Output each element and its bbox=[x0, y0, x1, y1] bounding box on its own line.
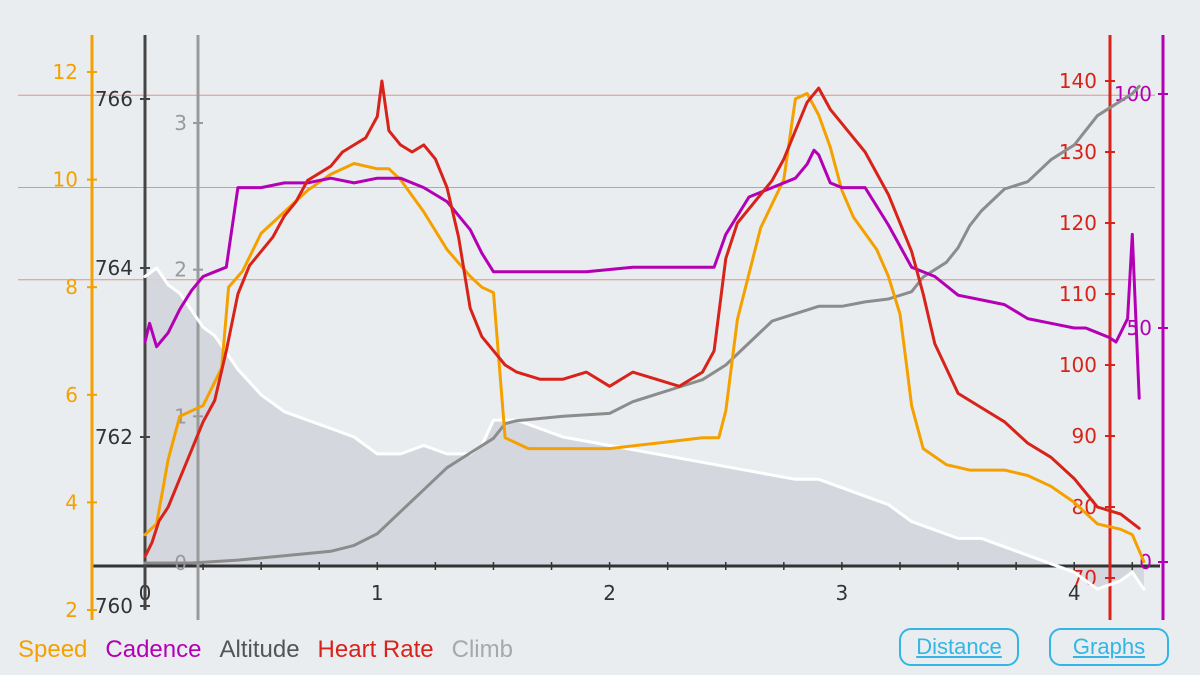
cadence-line bbox=[143, 148, 1141, 400]
legend-speed: Speed bbox=[18, 636, 88, 663]
heart-rate-tick-label: 100 bbox=[1059, 353, 1097, 377]
speed-tick-label: 12 bbox=[53, 60, 78, 84]
altitude-area bbox=[145, 268, 1144, 590]
altitude-tick-label: 764 bbox=[95, 256, 133, 280]
climb-tick-label: 2 bbox=[174, 258, 187, 282]
legend-altitude: Altitude bbox=[219, 636, 300, 663]
heart-rate-tick-label: 120 bbox=[1059, 211, 1097, 235]
x-tick-label: 1 bbox=[371, 581, 384, 605]
legend-climb: Climb bbox=[451, 636, 513, 663]
legend-cadence: Cadence bbox=[105, 636, 202, 663]
speed-tick-label: 4 bbox=[65, 490, 78, 514]
x-tick-label: 4 bbox=[1068, 581, 1081, 605]
altitude-tick-label: 762 bbox=[95, 425, 133, 449]
altitude-line bbox=[143, 266, 1146, 591]
altitude-tick-label: 760 bbox=[95, 594, 133, 618]
x-tick-label: 3 bbox=[836, 581, 849, 605]
distance-button[interactable]: Distance bbox=[899, 628, 1019, 666]
heart-rate-tick-label: 90 bbox=[1072, 424, 1097, 448]
cadence-tick-label: 50 bbox=[1127, 316, 1152, 340]
legend-heart-rate: Heart Rate bbox=[317, 636, 434, 663]
x-tick-label: 2 bbox=[603, 581, 616, 605]
speed-tick-label: 10 bbox=[53, 168, 78, 192]
heart-rate-tick-label: 110 bbox=[1059, 282, 1097, 306]
speed-tick-label: 2 bbox=[65, 598, 78, 622]
heart-rate-tick-label: 140 bbox=[1059, 69, 1097, 93]
graphs-button[interactable]: Graphs bbox=[1049, 628, 1169, 666]
heart-rate-tick-label: 80 bbox=[1072, 495, 1097, 519]
heart-rate-line bbox=[143, 79, 1141, 559]
speed-line bbox=[143, 92, 1146, 564]
altitude-tick-label: 766 bbox=[95, 87, 133, 111]
speed-tick-label: 6 bbox=[65, 383, 78, 407]
legend: Speed Cadence Altitude Heart Rate Climb bbox=[18, 636, 531, 664]
speed-tick-label: 8 bbox=[65, 275, 78, 299]
climb-line bbox=[143, 84, 1141, 565]
climb-tick-label: 3 bbox=[174, 111, 187, 135]
